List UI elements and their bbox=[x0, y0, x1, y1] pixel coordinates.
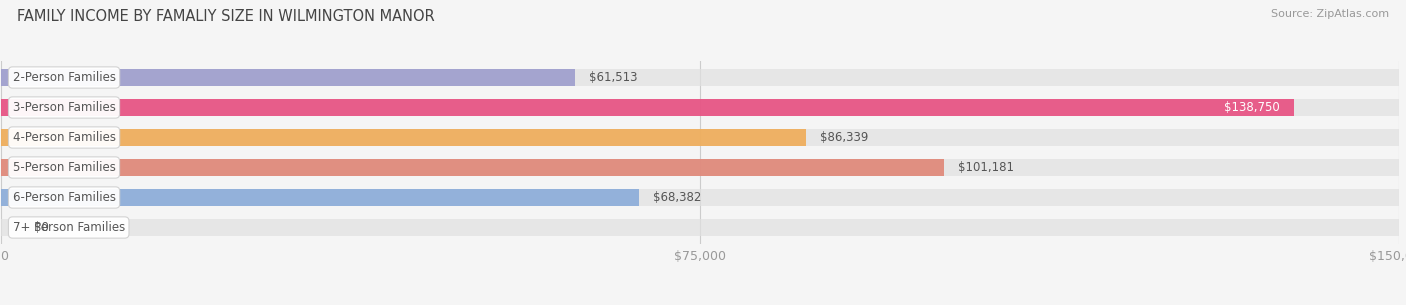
Bar bbox=[1, 69, 1399, 86]
Text: FAMILY INCOME BY FAMALIY SIZE IN WILMINGTON MANOR: FAMILY INCOME BY FAMALIY SIZE IN WILMING… bbox=[17, 9, 434, 24]
Bar bbox=[1, 129, 1399, 146]
Text: $86,339: $86,339 bbox=[820, 131, 868, 144]
Bar bbox=[1, 159, 1399, 176]
Text: $101,181: $101,181 bbox=[957, 161, 1014, 174]
Text: $0: $0 bbox=[34, 221, 49, 234]
Text: 4-Person Families: 4-Person Families bbox=[13, 131, 115, 144]
Text: 2-Person Families: 2-Person Families bbox=[13, 71, 115, 84]
Text: 3-Person Families: 3-Person Families bbox=[13, 101, 115, 114]
Bar bbox=[1, 99, 1399, 116]
Bar bbox=[1, 189, 638, 206]
Bar bbox=[1, 69, 575, 86]
Text: 7+ Person Families: 7+ Person Families bbox=[13, 221, 125, 234]
Bar bbox=[1, 129, 806, 146]
Text: $61,513: $61,513 bbox=[589, 71, 637, 84]
Text: 5-Person Families: 5-Person Families bbox=[13, 161, 115, 174]
Text: 6-Person Families: 6-Person Families bbox=[13, 191, 115, 204]
Bar bbox=[1, 189, 1399, 206]
Text: $138,750: $138,750 bbox=[1225, 101, 1281, 114]
Text: Source: ZipAtlas.com: Source: ZipAtlas.com bbox=[1271, 9, 1389, 19]
Bar bbox=[1, 219, 1399, 236]
Bar bbox=[1, 159, 943, 176]
Bar bbox=[1, 99, 1294, 116]
Text: $68,382: $68,382 bbox=[652, 191, 700, 204]
